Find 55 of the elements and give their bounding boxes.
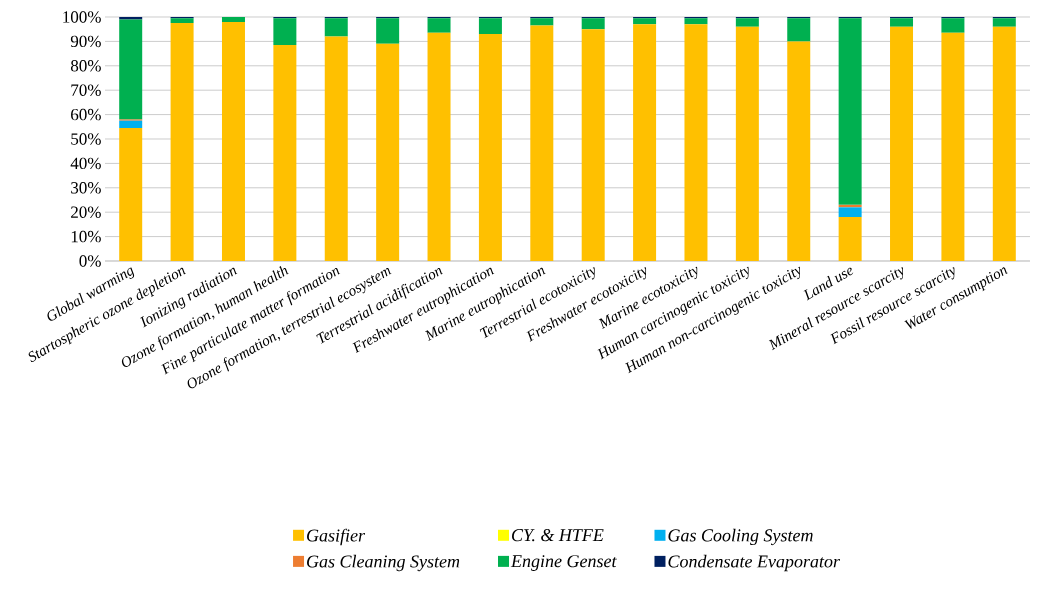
legend-label: CY. & HTFE [512, 529, 604, 542]
legend-label: Condensate Evaporator [668, 554, 841, 572]
bar [170, 18, 194, 24]
y-tick-label: 90% [70, 35, 101, 48]
bar [221, 21, 245, 261]
bar [221, 17, 245, 22]
bar [838, 217, 862, 261]
bar [119, 19, 143, 120]
bar [119, 120, 143, 129]
y-tick-label: 0% [79, 255, 101, 267]
bar [787, 18, 811, 42]
bar [941, 18, 965, 33]
legend-label: Gas Cooling System [668, 528, 813, 546]
bar [992, 26, 1016, 261]
bar [633, 24, 657, 261]
bar [273, 45, 297, 261]
bar [324, 36, 348, 261]
legend-label: Engine Genset [510, 555, 617, 571]
bar [735, 26, 759, 261]
bar [530, 25, 554, 261]
bar [376, 43, 400, 261]
bar [376, 18, 400, 44]
y-tick-label: 100% [63, 11, 101, 23]
bar [581, 18, 605, 30]
bar [684, 18, 708, 25]
bar [170, 23, 194, 261]
bar [273, 18, 297, 46]
bar [427, 18, 451, 33]
bar [992, 18, 1016, 27]
bar [478, 18, 502, 35]
bar [324, 18, 348, 37]
bar [735, 18, 759, 27]
bar [684, 24, 708, 261]
y-tick-label: 80% [70, 60, 101, 72]
legend-label: Gas Cleaning System [307, 554, 460, 572]
y-tick-label: 60% [71, 108, 101, 121]
y-tick-label: 30% [71, 182, 101, 194]
y-tick-label: 50% [71, 133, 101, 145]
y-tick-label: 20% [71, 206, 101, 218]
bar [890, 26, 914, 261]
bar [890, 18, 914, 27]
bar [838, 207, 862, 218]
y-tick-label: 40% [70, 157, 101, 170]
bar [581, 29, 605, 261]
y-tick-label: 70% [71, 84, 101, 96]
y-tick-label: 10% [71, 230, 101, 243]
bar [478, 34, 502, 261]
bar [633, 18, 657, 25]
bar [427, 32, 451, 261]
bar [787, 41, 811, 261]
bar [119, 128, 143, 261]
bar [838, 18, 862, 205]
legend-label: Gasifier [307, 528, 366, 546]
bar [941, 32, 965, 261]
bar [530, 18, 554, 26]
